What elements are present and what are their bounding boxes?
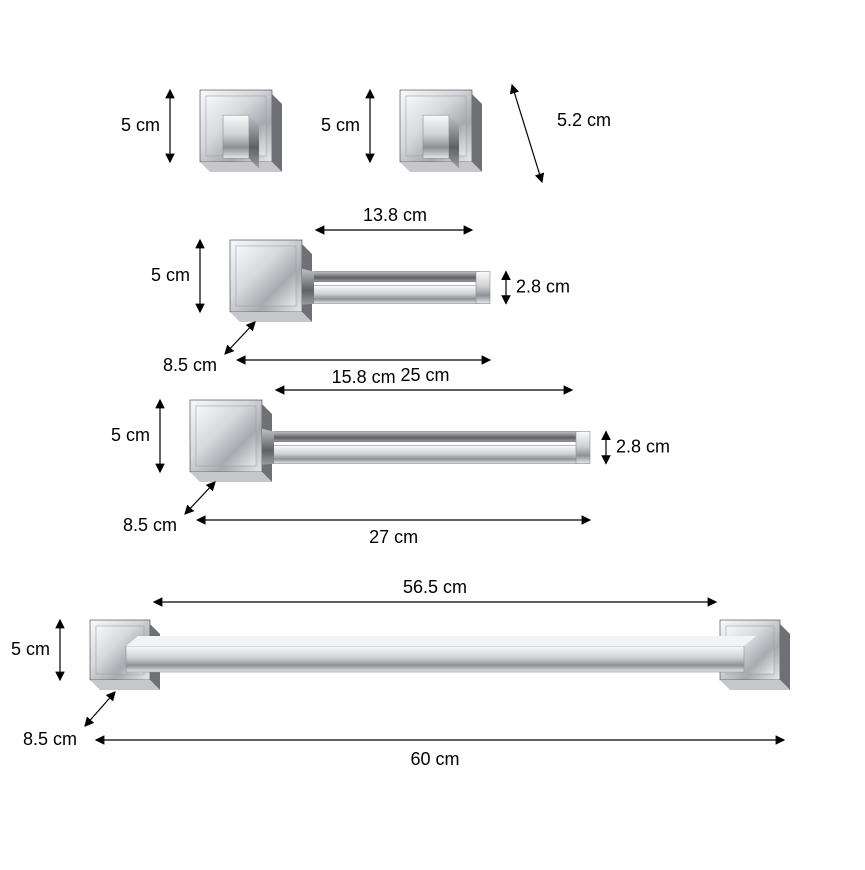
holder1-bar-cap	[476, 272, 490, 304]
holder1-dim-left: 5 cm	[151, 265, 190, 285]
	[272, 94, 282, 172]
hook2: 5 cm 5.2 cm	[321, 85, 611, 182]
hook2-dim-left: 5 cm	[321, 115, 360, 135]
	[262, 429, 274, 465]
	[302, 269, 314, 305]
towelbar: 5 cm 8.5 cm 56.5 cm 60 cm	[11, 577, 790, 769]
dim-line	[185, 482, 215, 514]
holder1: 5 cm 8.5 cm 13.8 cm 15.8 cm 2.8 cm	[151, 205, 570, 387]
holder2-dim-right: 2.8 cm	[616, 436, 670, 456]
hook1-hook	[223, 115, 249, 158]
towelbar-dim-left: 5 cm	[11, 639, 50, 659]
hook2-hook	[423, 115, 449, 158]
holder1-dim-depth: 8.5 cm	[163, 355, 217, 375]
dim-line	[85, 692, 115, 726]
towelbar-dim-depth: 8.5 cm	[23, 729, 77, 749]
	[196, 406, 256, 466]
	[200, 162, 282, 172]
holder2-bar-front	[270, 446, 580, 464]
hook1: 5 cm	[121, 90, 282, 172]
	[190, 472, 272, 482]
holder1-dim-bottom: 15.8 cm	[332, 367, 396, 387]
	[230, 312, 312, 322]
holder2-dim-left: 5 cm	[111, 425, 150, 445]
hook1-dim-left: 5 cm	[121, 115, 160, 135]
	[236, 246, 296, 306]
diagram-canvas: 5 cm 5 cm 5.2 cm 5 cm 8.5 cm 13.8 cm 15.8 cm 2.…	[0, 0, 865, 865]
holder2-dim-top: 25 cm	[400, 365, 449, 385]
	[720, 680, 790, 690]
	[126, 636, 756, 646]
	[400, 162, 482, 172]
dim-line	[225, 322, 255, 354]
towelbar-dim-bottom: 60 cm	[410, 749, 459, 769]
holder2: 5 cm 8.5 cm 25 cm 27 cm 2.8 cm	[111, 365, 670, 547]
diagram-svg: 5 cm 5 cm 5.2 cm 5 cm 8.5 cm 13.8 cm 15.8 cm 2.…	[0, 0, 865, 865]
hook2-dim-right: 5.2 cm	[557, 110, 611, 130]
holder1-bar-back	[310, 272, 480, 282]
holder2-bar-back	[270, 432, 580, 442]
holder2-bar-cap	[576, 432, 590, 464]
holder2-dim-depth: 8.5 cm	[123, 515, 177, 535]
	[472, 94, 482, 172]
holder1-dim-top: 13.8 cm	[363, 205, 427, 225]
towelbar-bar	[126, 646, 744, 672]
holder1-bar-front	[310, 286, 480, 304]
dim-line	[512, 85, 542, 182]
	[780, 624, 790, 690]
holder2-dim-bottom: 27 cm	[369, 527, 418, 547]
towelbar-dim-top: 56.5 cm	[403, 577, 467, 597]
holder1-dim-right: 2.8 cm	[516, 276, 570, 296]
	[90, 680, 160, 690]
